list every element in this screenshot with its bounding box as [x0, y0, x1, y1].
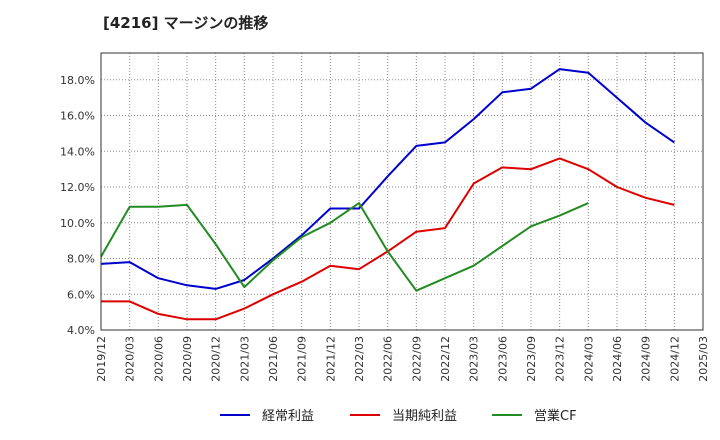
- legend-label: 経常利益: [262, 409, 314, 424]
- x-tick-label: 2021/09: [296, 336, 309, 382]
- plot-frame: [100, 52, 704, 331]
- x-tick-label: 2023/12: [554, 336, 567, 382]
- x-tick-label: 2023/09: [525, 336, 538, 382]
- x-tick-label: 2022/12: [439, 336, 452, 382]
- plot-area: [101, 53, 703, 330]
- series-line-1: [100, 68, 675, 290]
- legend-label: 当期純利益: [392, 409, 457, 424]
- x-tick-label: 2024/03: [582, 336, 595, 382]
- x-tick-label: 2020/03: [124, 336, 137, 382]
- x-tick-label: 2022/03: [353, 336, 366, 382]
- x-tick-label: 2025/03: [697, 336, 710, 382]
- chart-title: [4216] マージンの推移: [103, 14, 269, 32]
- x-tick-label: 2020/12: [210, 336, 223, 382]
- y-tick-label: 4.0%: [67, 324, 95, 337]
- x-tick-label: 2021/03: [238, 336, 251, 382]
- x-tick-label: 2023/03: [468, 336, 481, 382]
- x-tick-label: 2020/06: [152, 336, 165, 382]
- x-tick-label: 2021/06: [267, 336, 280, 382]
- x-tick-label: 2020/09: [181, 336, 194, 382]
- y-tick-label: 12.0%: [60, 181, 95, 194]
- x-tick-label: 2024/09: [640, 336, 653, 382]
- y-tick-label: 18.0%: [60, 74, 95, 87]
- x-tick-label: 2019/12: [95, 336, 108, 382]
- x-tick-label: 2024/12: [668, 336, 681, 382]
- y-tick-label: 16.0%: [60, 110, 95, 123]
- x-tick-label: 2023/06: [496, 336, 509, 382]
- x-tick-label: 2021/12: [324, 336, 337, 382]
- series-line-3: [100, 202, 589, 292]
- y-tick-label: 8.0%: [67, 253, 95, 266]
- y-tick-label: 10.0%: [60, 217, 95, 230]
- y-tick-label: 6.0%: [67, 288, 95, 301]
- x-tick-label: 2022/06: [382, 336, 395, 382]
- x-tick-label: 2022/09: [410, 336, 423, 382]
- x-tick-label: 2024/06: [611, 336, 624, 382]
- legend-label: 営業CF: [534, 408, 577, 424]
- y-tick-label: 14.0%: [60, 145, 95, 158]
